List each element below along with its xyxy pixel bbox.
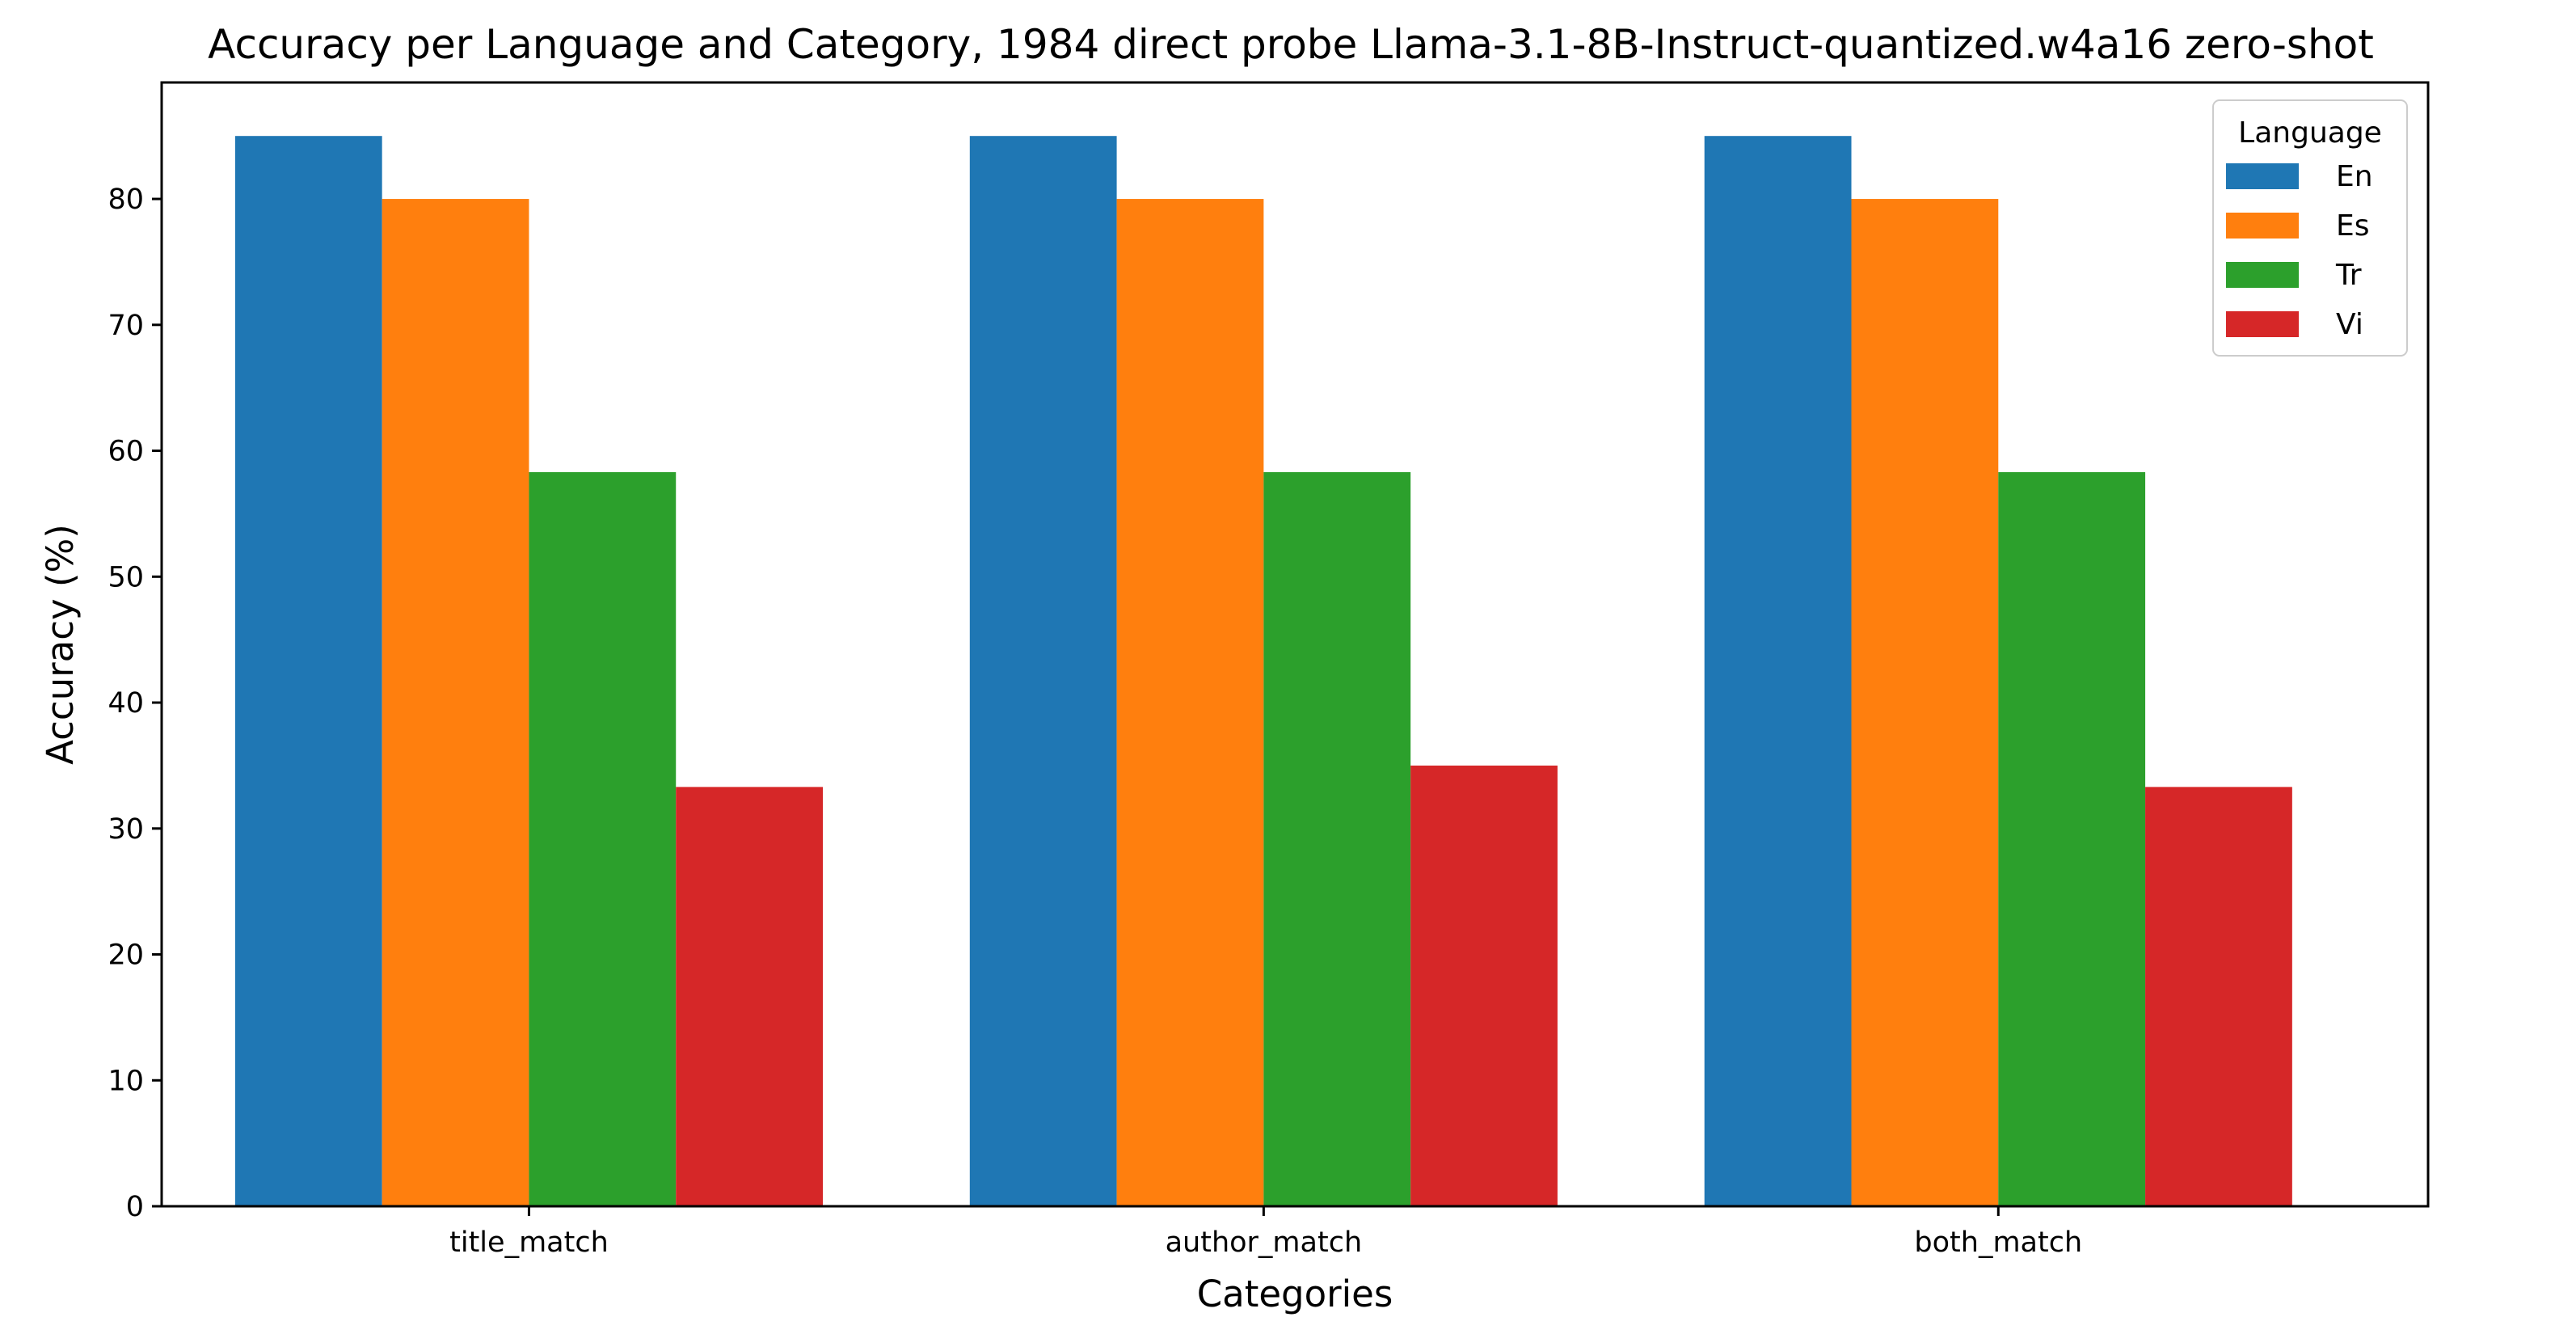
legend-swatch-vi [2226,311,2299,337]
y-axis: 0 10 20 30 40 50 60 70 80 [108,184,162,1223]
legend-label-en: En [2336,160,2373,193]
x-tick-label: title_match [449,1226,609,1259]
chart-title: Accuracy per Language and Category, 1984… [208,21,2374,68]
legend-label-vi: Vi [2336,308,2363,341]
y-tick-label: 80 [108,184,144,216]
y-tick-label: 70 [108,310,144,342]
legend-swatch-tr [2226,262,2299,288]
legend-swatch-en [2226,163,2299,189]
plot-frame [160,81,2430,1208]
y-tick-label: 60 [108,436,144,468]
bar-tr-author_match [1263,472,1411,1206]
y-axis-label: Accuracy (%) [39,524,82,765]
y-tick-label: 40 [108,687,144,720]
legend: Language En Es Tr Vi [2212,99,2408,357]
y-tick-label: 0 [126,1191,144,1223]
legend-title: Language [2238,116,2382,150]
bar-es-both_match [1851,199,1999,1206]
legend-label-tr: Tr [2335,259,2362,292]
bar-en-both_match [1704,136,1852,1207]
x-axis: title_match author_match both_match [449,1206,2082,1259]
bar-vi-author_match [1410,765,1558,1206]
bar-en-author_match [969,136,1117,1207]
x-tick-label: both_match [1914,1226,2082,1259]
y-tick-label: 10 [108,1065,144,1097]
bar-vi-title_match [676,787,824,1206]
bar-vi-both_match [2145,787,2292,1206]
y-tick-label: 20 [108,939,144,972]
bar-tr-title_match [529,472,677,1206]
bar-es-title_match [382,199,529,1206]
x-axis-label: Categories [1197,1273,1393,1315]
y-tick-label: 50 [108,561,144,593]
bars-group [234,136,2292,1207]
bar-tr-both_match [1998,472,2146,1206]
y-tick-label: 30 [108,813,144,846]
x-tick-label: author_match [1166,1226,1363,1259]
legend-label-es: Es [2336,209,2370,243]
bar-en-title_match [234,136,382,1207]
legend-swatch-es [2226,213,2299,239]
bar-es-author_match [1116,199,1264,1206]
